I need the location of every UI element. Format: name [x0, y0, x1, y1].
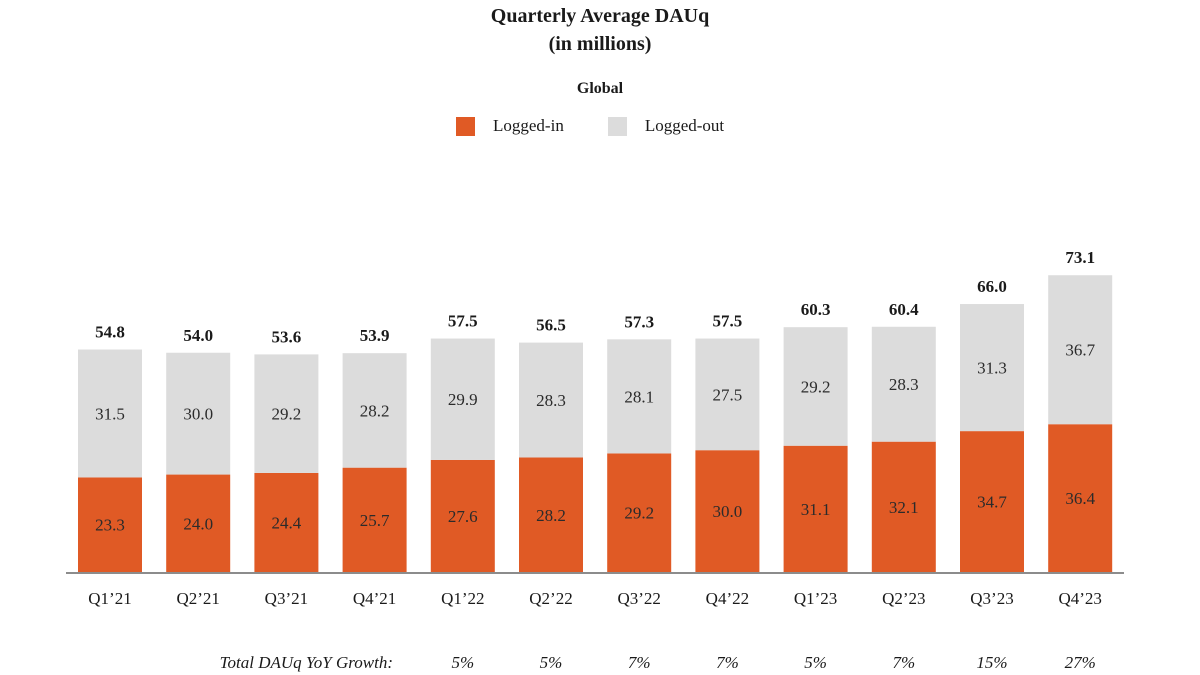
- x-tick-label-q4-22: Q4’22: [706, 589, 749, 608]
- growth-value-q1-23: 5%: [804, 653, 827, 672]
- growth-value-q3-23: 15%: [976, 653, 1007, 672]
- bar-label-logged-in-q1-23: 31.1: [801, 500, 831, 519]
- bar-logged-out-q4-23: [1048, 275, 1113, 425]
- growth-value-q4-22: 7%: [716, 653, 739, 672]
- legend-swatch-logged-in: [456, 116, 475, 136]
- growth-value-q4-23: 27%: [1065, 653, 1096, 672]
- bar-label-logged-in-q4-21: 25.7: [360, 511, 390, 530]
- x-tick-label-q3-22: Q3’22: [617, 589, 660, 608]
- total-label-q4-23: 73.1: [1065, 248, 1095, 267]
- total-label-q4-22: 57.5: [713, 312, 743, 331]
- bar-label-logged-in-q3-23: 34.7: [977, 493, 1007, 512]
- bar-label-logged-in-q2-23: 32.1: [889, 498, 919, 517]
- total-label-q4-21: 53.9: [360, 326, 390, 345]
- growth-value-q2-23: 7%: [892, 653, 915, 672]
- bar-logged-in-q3-22: [607, 453, 672, 572]
- bar-logged-in-q4-22: [695, 450, 760, 572]
- legend-label-logged-out: Logged-out: [644, 116, 725, 135]
- total-label-q1-21: 54.8: [95, 323, 125, 342]
- bar-logged-in-q3-23: [960, 431, 1024, 572]
- total-label-q2-23: 60.4: [889, 300, 919, 319]
- chart-subtitle: (in millions): [548, 33, 652, 55]
- growth-value-q3-22: 7%: [628, 653, 651, 672]
- bar-logged-out-q2-22: [519, 342, 583, 458]
- bar-label-logged-out-q3-23: 31.3: [977, 359, 1007, 378]
- bar-logged-out-q2-23: [871, 326, 936, 442]
- legend: Logged-in Logged-out: [456, 114, 724, 138]
- bar-logged-in-q2-21: [166, 474, 231, 572]
- bar-label-logged-in-q3-22: 29.2: [624, 504, 654, 523]
- bar-logged-in-q1-22: [430, 459, 495, 572]
- x-tick-label-q3-21: Q3’21: [265, 589, 308, 608]
- chart-title: Quarterly Average DAUq: [490, 5, 710, 27]
- x-tick-label-q3-23: Q3’23: [970, 589, 1013, 608]
- total-label-q3-21: 53.6: [272, 327, 302, 346]
- bar-logged-out-q4-21: [342, 353, 407, 468]
- region-label: Global: [576, 80, 624, 97]
- bar-logged-in-q2-22: [519, 457, 583, 572]
- legend-item-logged-in: Logged-in: [456, 116, 564, 136]
- bar-label-logged-in-q1-22: 27.6: [448, 507, 478, 526]
- bar-label-logged-in-q2-22: 28.2: [536, 506, 566, 525]
- bar-label-logged-in-q3-21: 24.4: [272, 513, 302, 532]
- bar-label-logged-out-q4-22: 27.5: [713, 385, 743, 404]
- bar-logged-out-q3-22: [607, 339, 672, 454]
- total-label-q1-23: 60.3: [801, 300, 831, 319]
- bar-logged-in-q2-23: [871, 441, 936, 572]
- total-label-q2-22: 56.5: [536, 316, 566, 335]
- x-tick-label-q1-21: Q1’21: [88, 589, 131, 608]
- total-label-q2-21: 54.0: [183, 326, 213, 345]
- bar-label-logged-out-q2-23: 28.3: [889, 375, 919, 394]
- bar-logged-out-q3-21: [254, 354, 319, 473]
- bar-logged-out-q1-23: [783, 327, 848, 446]
- bar-label-logged-out-q4-21: 28.2: [360, 401, 390, 420]
- total-label-q3-23: 66.0: [977, 277, 1007, 296]
- legend-item-logged-out: Logged-out: [607, 116, 725, 136]
- x-tick-label-q2-21: Q2’21: [176, 589, 219, 608]
- bar-label-logged-out-q1-21: 31.5: [95, 404, 125, 423]
- bar-logged-out-q1-22: [430, 338, 495, 460]
- x-tick-label-q4-23: Q4’23: [1058, 589, 1101, 608]
- bar-label-logged-out-q2-22: 28.3: [536, 391, 566, 410]
- bar-logged-in-q1-23: [783, 445, 848, 572]
- x-tick-label-q4-21: Q4’21: [353, 589, 396, 608]
- bar-logged-out-q1-21: [78, 349, 142, 478]
- bar-logged-out-q4-22: [695, 338, 760, 451]
- growth-value-q2-22: 5%: [540, 653, 563, 672]
- growth-value-q1-22: 5%: [451, 653, 474, 672]
- total-label-q3-22: 57.3: [624, 312, 654, 331]
- legend-swatch-logged-out: [607, 116, 627, 136]
- bar-label-logged-in-q4-22: 30.0: [713, 502, 743, 521]
- legend-label-logged-in: Logged-in: [493, 116, 564, 135]
- bar-label-logged-out-q1-23: 29.2: [801, 377, 831, 396]
- total-label-q1-22: 57.5: [448, 312, 478, 331]
- bar-logged-in-q4-21: [342, 467, 407, 572]
- x-tick-label-q2-23: Q2’23: [882, 589, 925, 608]
- bar-logged-in-q1-21: [78, 477, 142, 572]
- bar-label-logged-out-q3-22: 28.1: [624, 387, 654, 406]
- x-tick-label-q1-22: Q1’22: [441, 589, 484, 608]
- bar-logged-out-q2-21: [166, 352, 231, 475]
- bar-label-logged-out-q2-21: 30.0: [183, 405, 213, 424]
- bar-logged-in-q4-23: [1048, 424, 1113, 572]
- bar-label-logged-out-q3-21: 29.2: [272, 405, 302, 424]
- bar-label-logged-out-q4-23: 36.7: [1065, 341, 1095, 360]
- bar-label-logged-out-q1-22: 29.9: [448, 390, 478, 409]
- growth-row-label: Total DAUq YoY Growth:: [220, 653, 393, 672]
- bar-label-logged-in-q1-21: 23.3: [95, 516, 125, 535]
- bar-label-logged-in-q4-23: 36.4: [1065, 489, 1095, 508]
- x-tick-label-q2-22: Q2’22: [529, 589, 572, 608]
- x-tick-label-q1-23: Q1’23: [794, 589, 837, 608]
- bar-logged-out-q3-23: [960, 304, 1024, 432]
- bar-label-logged-in-q2-21: 24.0: [183, 514, 213, 533]
- bar-logged-in-q3-21: [254, 472, 319, 572]
